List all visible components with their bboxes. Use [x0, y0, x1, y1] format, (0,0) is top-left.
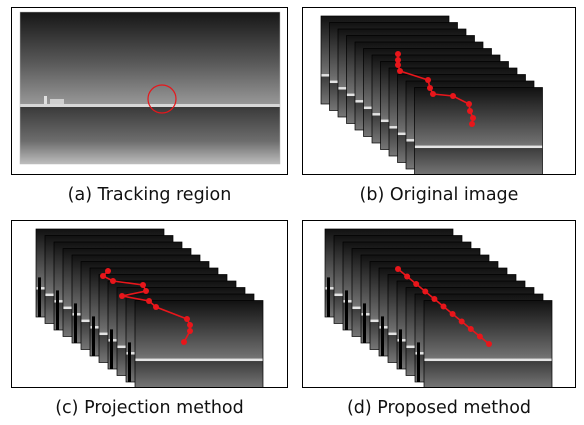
track-point	[100, 273, 106, 279]
caption-b: (b) Original image	[359, 185, 519, 205]
track-point	[397, 68, 403, 74]
track-point	[140, 282, 146, 288]
track-point	[469, 121, 475, 127]
original-image-stack	[320, 15, 543, 174]
panel-original-image	[302, 7, 576, 175]
stack-frame	[414, 87, 543, 174]
track-point	[119, 293, 125, 299]
track-point	[395, 57, 401, 63]
track-point	[466, 101, 472, 107]
track-point	[440, 303, 447, 310]
target-circle	[147, 84, 177, 114]
track-point	[467, 108, 473, 114]
track-point	[404, 273, 411, 280]
track-point	[427, 85, 433, 91]
panel-proposed-method	[302, 220, 576, 388]
track-point	[105, 268, 111, 274]
track-point	[450, 93, 456, 99]
track-point	[181, 339, 187, 345]
panel-projection-method	[11, 220, 288, 388]
track-point	[395, 51, 401, 57]
track-point	[413, 281, 420, 287]
track-point	[395, 62, 401, 68]
track-point	[486, 341, 492, 347]
track-point	[422, 288, 429, 295]
caption-c: (c) Projection method	[55, 398, 244, 418]
proposed-method-stack	[324, 228, 553, 387]
track-point	[146, 298, 152, 304]
track-point	[476, 333, 483, 340]
track-point	[467, 326, 474, 332]
track-point	[110, 278, 116, 284]
track-point	[395, 266, 401, 272]
caption-d: (d) Proposed method	[346, 398, 532, 418]
track-point	[143, 288, 149, 294]
track-point	[153, 304, 159, 310]
projection-method-stack	[35, 228, 264, 387]
track-point	[470, 115, 476, 121]
tracking-region-image	[19, 11, 281, 165]
track-point	[184, 316, 190, 322]
track-point	[187, 328, 193, 334]
track-point	[431, 296, 438, 302]
track-point	[449, 311, 456, 317]
panel-tracking-region	[11, 7, 288, 175]
track-point	[425, 77, 431, 83]
track-point	[430, 91, 436, 97]
stack-frame	[134, 300, 264, 387]
caption-a: (a) Tracking region	[67, 185, 232, 205]
track-point	[187, 322, 193, 328]
track-point	[458, 318, 465, 325]
